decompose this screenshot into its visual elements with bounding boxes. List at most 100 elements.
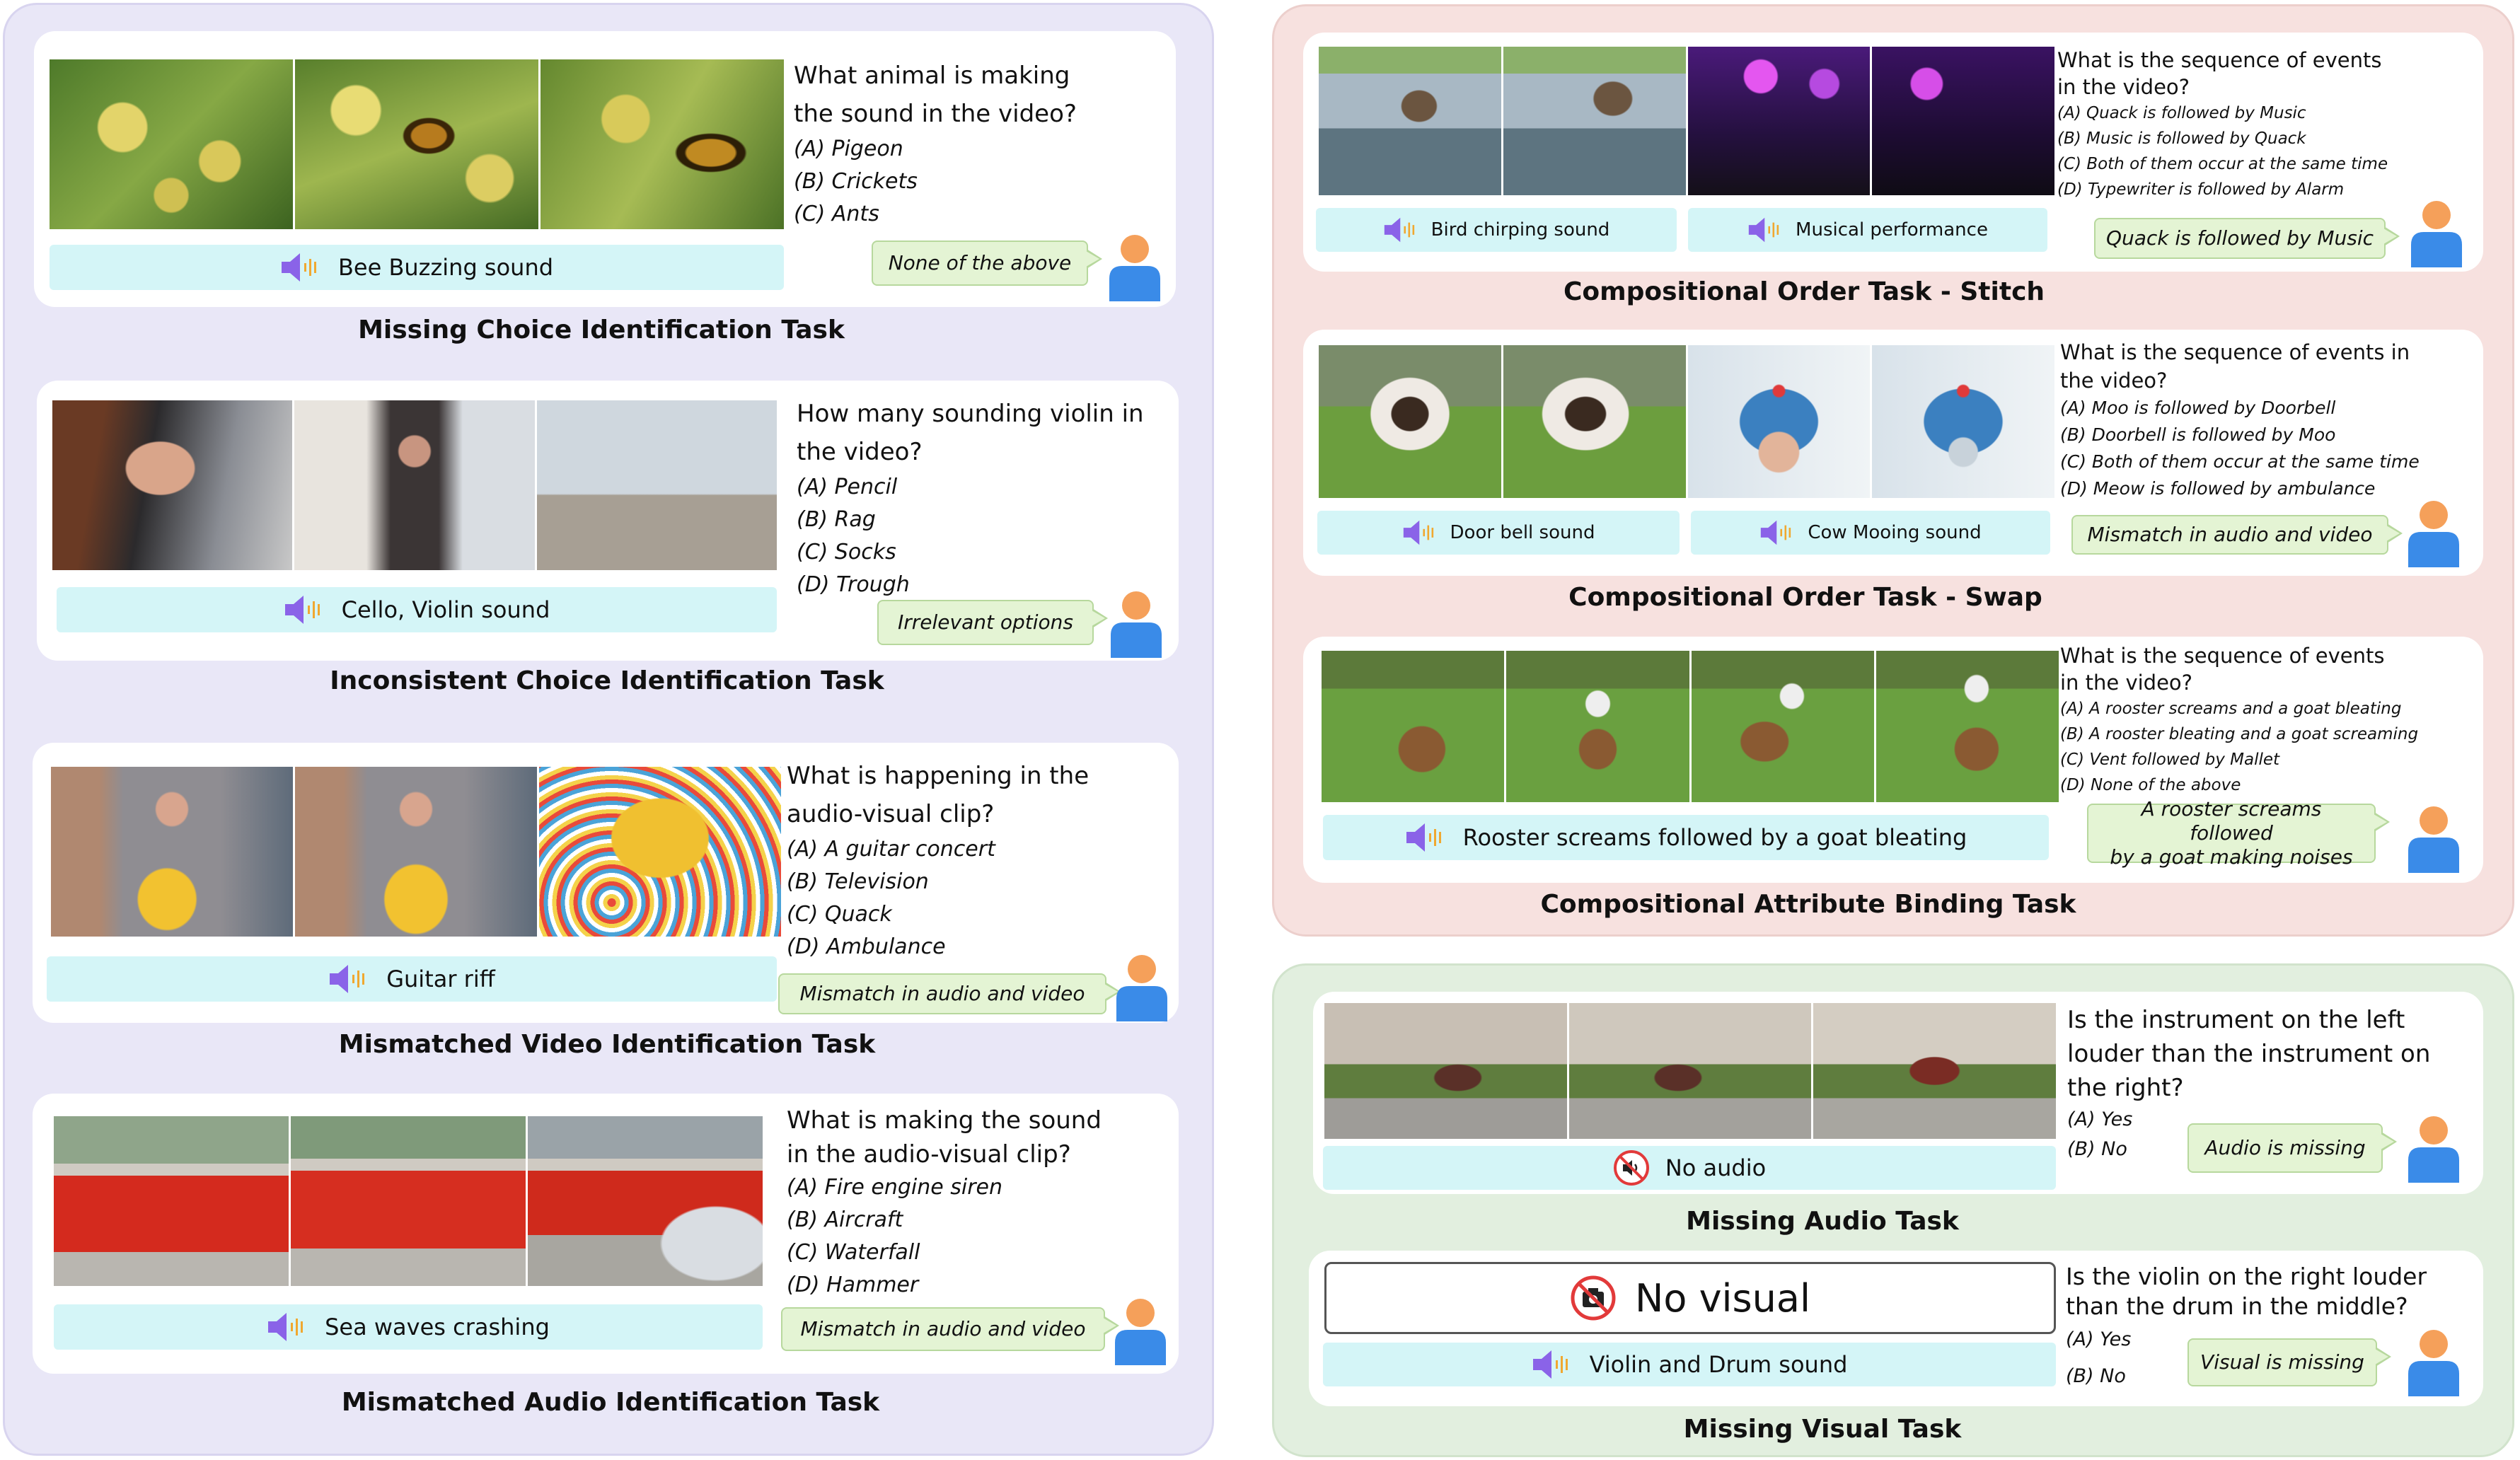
- user-icon: [2411, 201, 2462, 267]
- audio-label-bar: Cello, Violin sound: [57, 587, 777, 632]
- goat-frame: [1691, 651, 1876, 802]
- user-icon: [2408, 1116, 2459, 1183]
- option: (A) A guitar concert: [787, 837, 995, 862]
- bee-frame: [541, 59, 784, 229]
- option: (B) Crickets: [794, 169, 918, 194]
- street-frame: [1324, 1003, 1569, 1139]
- option: (D) Ambulance: [787, 934, 946, 959]
- violin-frame: [294, 400, 537, 570]
- goat-frame: [1506, 651, 1692, 802]
- option: (C) Vent followed by Mallet: [2060, 751, 2280, 769]
- question-line: Is the instrument on the left: [2067, 1006, 2405, 1034]
- missing-choice-card: Bee Buzzing sound What animal is making …: [34, 31, 1176, 307]
- user-icon: [1115, 1299, 1166, 1365]
- user-icon: [1116, 955, 1167, 1021]
- option: (D) None of the above: [2060, 776, 2241, 794]
- bee-frame: [50, 59, 295, 229]
- option: (B) No: [2067, 1138, 2127, 1160]
- question-line: What animal is making: [794, 62, 1070, 90]
- question-block: How many sounding violin in the video? (…: [797, 395, 1164, 601]
- question-block: What is the sequence of events in the vi…: [2060, 642, 2482, 798]
- task-title: Mismatched Video Identification Task: [338, 1030, 876, 1059]
- question-line: the video?: [2060, 369, 2168, 393]
- question-block: What is the sequence of events in the vi…: [2060, 338, 2478, 502]
- answer-bubble: Quack is followed by Music: [2094, 218, 2400, 259]
- firetruck-frame: [291, 1116, 528, 1286]
- box-frame: [295, 767, 539, 937]
- option: (D) Typewriter is followed by Alarm: [2057, 180, 2345, 199]
- speaker-icon: [268, 1313, 304, 1341]
- audio-label-bar: Violin and Drum sound: [1323, 1343, 2056, 1386]
- cow-frame: [1319, 345, 1503, 498]
- question-line: What is the sequence of events in: [2060, 340, 2410, 364]
- video-frames: [1324, 1003, 2056, 1139]
- video-frames: [52, 400, 777, 570]
- order-stitch-card: Bird chirping sound Musical performance …: [1303, 33, 2483, 272]
- video-frames: [1322, 651, 2059, 802]
- option: (B) Music is followed by Quack: [2057, 129, 2306, 148]
- question-line: audio-visual clip?: [787, 800, 995, 828]
- question-line: than the drum in the middle?: [2066, 1292, 2408, 1320]
- mismatched-video-card: Guitar riff What is happening in the aud…: [33, 743, 1179, 1023]
- question-line: What is the sequence of events: [2060, 644, 2385, 668]
- question-line: How many sounding violin in: [797, 400, 1144, 428]
- task-title: Compositional Order Task - Swap: [1568, 583, 2042, 612]
- order-swap-card: Door bell sound Cow Mooing sound What is…: [1303, 330, 2483, 576]
- option: (B) Aircraft: [787, 1207, 903, 1232]
- option: (C) Both of them occur at the same time: [2060, 451, 2420, 472]
- attribute-binding-card: Rooster screams followed by a goat bleat…: [1303, 637, 2483, 883]
- speaker-icon: [1403, 520, 1433, 545]
- option: (D) Meow is followed by ambulance: [2060, 478, 2376, 499]
- question-line: in the video?: [2057, 75, 2190, 99]
- no-visual-label: No visual: [1634, 1275, 1810, 1321]
- question-line: Is the violin on the right louder: [2066, 1263, 2427, 1290]
- option: (B) Rag: [797, 507, 876, 532]
- doorbell-frame: [1687, 345, 1873, 498]
- audio-label-bar: Bird chirping sound: [1316, 208, 1677, 252]
- goat-frame: [1875, 651, 2059, 802]
- firetruck-frame: [528, 1116, 763, 1286]
- audio-label: Bird chirping sound: [1430, 219, 1610, 241]
- task-title: Missing Audio Task: [1686, 1207, 1959, 1236]
- question-line: the right?: [2067, 1074, 2184, 1102]
- audio-label-bar: Door bell sound: [1317, 511, 1680, 555]
- task-title: Compositional Attribute Binding Task: [1540, 890, 2076, 919]
- option: (B) No: [2066, 1365, 2126, 1387]
- speaker-icon: [281, 253, 316, 282]
- option: (A) Fire engine siren: [787, 1175, 1003, 1200]
- speaker-icon: [1406, 823, 1441, 852]
- answer-bubble: Mismatch in audio and video: [2071, 515, 2403, 555]
- user-icon: [1111, 591, 1162, 658]
- answer-bubble: None of the above: [872, 241, 1102, 286]
- cow-frame: [1503, 345, 1688, 498]
- bee-frame: [295, 59, 541, 229]
- question-line: louder than the instrument on: [2067, 1040, 2431, 1068]
- option: (C) Socks: [797, 540, 896, 564]
- answer-line: A rooster screams followed: [2141, 797, 2322, 845]
- firetruck-frame: [54, 1116, 291, 1286]
- question-block: What animal is making the sound in the v…: [794, 57, 1162, 231]
- audio-label: Cow Mooing sound: [1808, 522, 1982, 543]
- audio-label-bar: Musical performance: [1688, 208, 2047, 252]
- option: (B) A rooster bleating and a goat scream…: [2060, 725, 2419, 743]
- option: (A) Pencil: [797, 475, 898, 499]
- option: (C) Quack: [787, 902, 892, 927]
- audio-label-bar: Cow Mooing sound: [1691, 511, 2050, 555]
- option: (C) Ants: [794, 202, 879, 226]
- question-block: What is the sequence of events in the vi…: [2057, 47, 2475, 202]
- video-frames: [1319, 47, 2054, 195]
- audio-label: Bee Buzzing sound: [337, 254, 554, 281]
- question-block: Is the instrument on the left louder tha…: [2067, 1003, 2478, 1164]
- duck-frame: [1319, 47, 1503, 195]
- street-frame: [1568, 1003, 1814, 1139]
- audio-label-bar: No audio: [1323, 1146, 2056, 1190]
- violin-frame: [52, 400, 295, 570]
- user-icon: [2408, 1330, 2459, 1396]
- option: (B) Doorbell is followed by Moo: [2060, 424, 2336, 445]
- question-block: Is the violin on the right louder than t…: [2066, 1262, 2480, 1395]
- goat-frame: [1322, 651, 1507, 802]
- user-icon: [2408, 501, 2459, 567]
- question-line: in the video?: [2060, 671, 2193, 695]
- audio-label: Door bell sound: [1450, 522, 1595, 543]
- answer-bubble: Mismatch in audio and video: [781, 1307, 1119, 1351]
